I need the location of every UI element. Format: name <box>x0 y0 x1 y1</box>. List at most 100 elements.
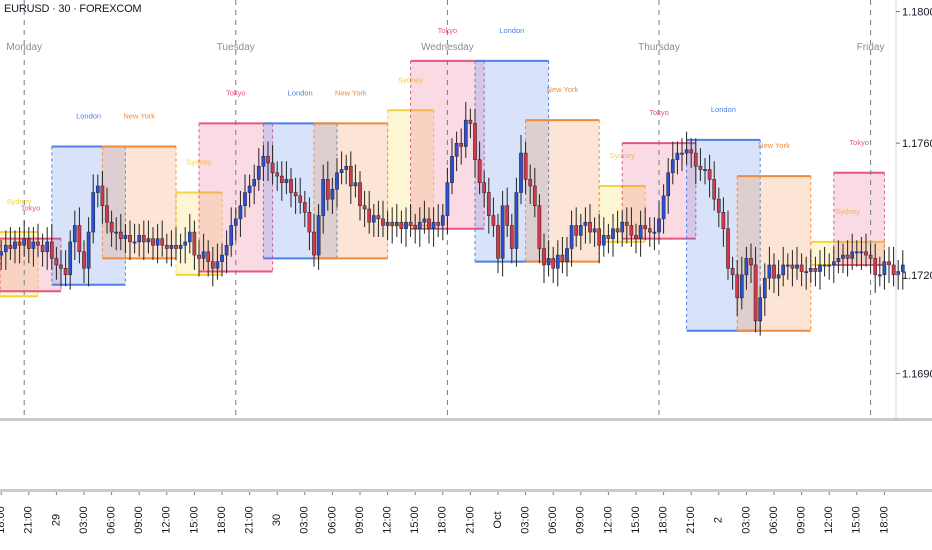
candle-body <box>358 182 362 206</box>
candle-body <box>201 251 206 259</box>
candle-body <box>647 228 652 233</box>
candle-body <box>652 231 657 234</box>
candle-body <box>132 241 137 244</box>
candle-body <box>381 218 385 226</box>
candle-body <box>477 159 482 183</box>
candle-body <box>169 244 174 249</box>
candle-body <box>615 228 620 233</box>
candle-body <box>785 264 790 267</box>
candle-body <box>238 205 243 220</box>
candle-body <box>210 261 215 269</box>
candle-body <box>330 189 335 200</box>
candle-body <box>772 264 776 279</box>
candle-body <box>703 169 707 171</box>
candle-body <box>431 221 436 229</box>
candle-body <box>394 221 399 226</box>
candle-body <box>597 228 602 246</box>
candle-body <box>95 185 100 193</box>
candle-body <box>174 244 178 249</box>
candle-body <box>183 241 188 246</box>
candle-body <box>514 192 519 249</box>
candle-body <box>206 251 211 262</box>
candle-body <box>385 221 390 226</box>
candle-body <box>583 221 588 226</box>
candle-body <box>137 235 142 243</box>
candle-body <box>670 159 675 174</box>
time-tick-label: 06:00 <box>547 506 559 534</box>
candle-body <box>155 238 160 246</box>
time-tick-label: 06:00 <box>106 506 118 534</box>
candle-body <box>546 258 551 266</box>
candle-body <box>45 241 50 253</box>
candle-body <box>275 172 280 177</box>
candle-body <box>638 225 643 239</box>
candle-body <box>307 212 312 233</box>
time-tick-label: 12:00 <box>602 506 614 534</box>
candle-body <box>454 142 459 157</box>
time-tick-label: 29 <box>50 514 62 526</box>
candle-body <box>569 225 574 249</box>
candle-body <box>325 179 330 200</box>
time-tick-label: 15:00 <box>409 506 421 534</box>
candle-body <box>417 221 422 229</box>
candle-body <box>601 235 606 246</box>
time-tick-label: 06:00 <box>326 506 338 534</box>
candle-body <box>105 205 109 223</box>
time-tick-label: 12:00 <box>161 506 173 534</box>
session-label-tokyo: Tokyo <box>849 138 869 147</box>
session-label-sydney: Sydney <box>6 197 31 206</box>
candle-body <box>749 258 753 266</box>
session-box-tokyo <box>833 172 885 265</box>
candle-body <box>362 205 367 210</box>
candle-body <box>463 119 468 147</box>
candle-body <box>279 175 284 183</box>
candle-body <box>675 152 680 160</box>
candle-body <box>468 119 473 124</box>
candle-body <box>795 264 799 269</box>
candle-body <box>49 241 54 259</box>
price-tick-label: 1.17200 <box>902 270 932 282</box>
symbol-title[interactable]: EURUSD · 30 · FOREXCOM <box>4 3 142 15</box>
candle-body <box>40 244 45 253</box>
candle-body <box>730 267 735 276</box>
candle-body <box>261 156 266 167</box>
price-tick-label: 1.16900 <box>902 369 932 381</box>
candle-body <box>192 231 197 256</box>
candle-body <box>519 152 523 193</box>
candle-body <box>3 244 8 253</box>
candle-body <box>215 261 220 269</box>
candle-body <box>753 264 758 322</box>
candle-body <box>339 169 344 174</box>
candle-body <box>91 192 96 233</box>
candle-body <box>17 241 22 246</box>
candle-body <box>505 205 510 226</box>
candle-body <box>482 182 487 193</box>
candle-body <box>588 221 592 233</box>
candle-body <box>459 142 464 147</box>
time-tick-label: 30 <box>271 514 283 526</box>
candle-body <box>86 231 91 269</box>
session-label-tokyo: Tokyo <box>21 204 41 213</box>
time-tick-label: 15:00 <box>851 506 863 534</box>
candle-body <box>187 231 192 243</box>
candle-body <box>684 149 689 154</box>
candle-body <box>887 261 891 266</box>
candle-body <box>224 244 229 256</box>
candle-body <box>31 241 36 249</box>
candle-body <box>900 264 905 272</box>
candle-body <box>767 264 772 279</box>
session-label-london: London <box>499 26 524 35</box>
candle-body <box>371 215 376 223</box>
candle-body <box>643 225 648 229</box>
candle-body <box>666 172 671 197</box>
price-tick-label: 1.18000 <box>902 7 932 19</box>
price-tick-label: 1.17600 <box>902 138 932 150</box>
candle-body <box>555 254 560 269</box>
candle-body <box>528 179 533 187</box>
candle-body <box>864 251 868 256</box>
candle-body <box>399 221 404 229</box>
candle-body <box>629 225 634 236</box>
session-label-new-york: New York <box>547 85 579 94</box>
candle-body <box>523 152 528 180</box>
